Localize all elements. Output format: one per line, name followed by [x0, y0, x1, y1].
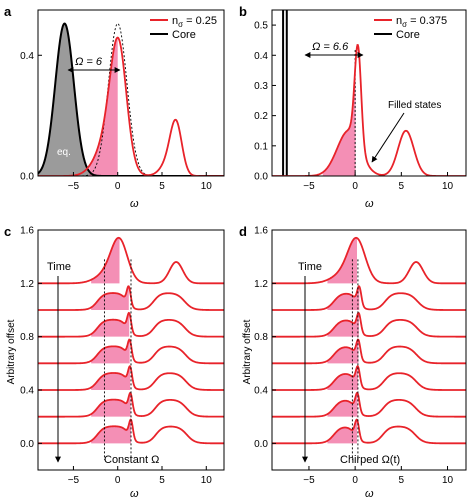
- panel-c-frame: [37, 229, 225, 471]
- panel-b-frame: [271, 9, 467, 177]
- offset-series-line: [272, 285, 466, 311]
- x-tick-label: 10: [442, 181, 454, 192]
- offset-series-line: [272, 418, 466, 445]
- offset-series-line: [272, 391, 466, 418]
- legend-a-core-label: Core: [172, 29, 196, 41]
- filled-states-area: [91, 366, 131, 390]
- panel-a-frame: [37, 9, 225, 177]
- x-tick-label: 10: [442, 475, 454, 486]
- y-tick-label: 1.6: [20, 226, 34, 237]
- y-tick-label: 0.4: [254, 51, 268, 62]
- y-tick-label: 0.0: [254, 439, 268, 450]
- y-tick-label: 0.0: [20, 439, 34, 450]
- panel-d-frame: [271, 229, 467, 471]
- x-tick-label: 0: [115, 181, 121, 192]
- x-tick-label: −5: [303, 181, 315, 192]
- offset-series-line: [272, 236, 466, 285]
- y-tick-label: 0.4: [254, 386, 268, 397]
- legend-b-core-label: Core: [396, 29, 420, 41]
- y-tick-label: 1.6: [254, 226, 268, 237]
- offset-series-line: [38, 365, 224, 391]
- panel-b: −5 0 5 10 0.0 0.1 0.2 0.3 0.4 0.5 nσ = 0.375 Core…: [254, 9, 467, 210]
- filled-states-label: Filled states: [388, 100, 441, 111]
- filled-states-area: [91, 419, 131, 444]
- x-tick-label: 10: [201, 475, 213, 486]
- y-tick-label: 0.0: [20, 172, 34, 183]
- panel-a: −5 0 5 10 0.0 0.4 nσ = 0.25 Core Ω = 6 eq. ω: [20, 9, 225, 210]
- time-c-label: Time: [47, 261, 71, 273]
- x-tick-label: −5: [68, 475, 80, 486]
- y-tick-label: 0.1: [254, 141, 268, 152]
- x-tick-label: 5: [159, 475, 165, 486]
- filled-states-pointer: [371, 112, 405, 163]
- panel-c: −5 0 5 10 0.0 0.4 0.8 1.2 1.6 Arbitrary offset T…: [6, 226, 225, 500]
- y-tick-label: 1.2: [254, 279, 268, 290]
- legend-b-series-label: nσ = 0.375: [396, 15, 447, 29]
- x-tick-label: 10: [201, 181, 213, 192]
- y-tick-label: 0.4: [20, 51, 34, 62]
- y-tick-label: 1.2: [20, 279, 34, 290]
- axis-d-ylabel: Arbitrary offset: [242, 319, 253, 384]
- filled-states-area: [327, 392, 358, 417]
- omega-b-label: Ω = 6.6: [312, 41, 349, 53]
- y-tick-label: 0.3: [254, 81, 268, 92]
- x-tick-label: −5: [303, 475, 315, 486]
- x-tick-label: 0: [352, 475, 358, 486]
- core-fill: [38, 23, 100, 176]
- y-tick-label: 0.4: [20, 386, 34, 397]
- x-tick-label: 0: [115, 475, 121, 486]
- offset-series-line: [272, 338, 466, 365]
- x-tick-label: 0: [352, 181, 358, 192]
- x-tick-label: −5: [68, 181, 80, 192]
- offset-series-line: [38, 285, 224, 311]
- y-tick-label: 0.8: [20, 332, 34, 343]
- y-tick-label: 0.8: [254, 332, 268, 343]
- core-line: [38, 22, 224, 176]
- bottom-c-label: Constant Ω: [104, 454, 159, 466]
- x-tick-label: 5: [399, 181, 405, 192]
- x-tick-label: 5: [159, 181, 165, 192]
- offset-series-line: [272, 311, 466, 338]
- filled-states-area: [322, 62, 356, 176]
- filled-states-area: [327, 339, 359, 364]
- panel-d-letter: d: [239, 224, 247, 239]
- time-d-label: Time: [298, 261, 322, 273]
- offset-series-line: [272, 365, 466, 391]
- panel-d: −5 0 5 10 0.0 0.4 0.8 1.2 1.6 Arbitrary offset T…: [242, 226, 467, 500]
- omega-a-label: Ω = 6: [75, 56, 103, 68]
- y-tick-label: 0.0: [254, 172, 268, 183]
- filled-states-area: [91, 339, 130, 364]
- panel-b-letter: b: [239, 4, 247, 19]
- axis-a-xlabel: ω: [130, 198, 139, 210]
- filled-states-area: [91, 392, 131, 417]
- filled-states-area: [327, 419, 357, 444]
- axis-d-xlabel: ω: [365, 488, 374, 500]
- axis-b-xlabel: ω: [365, 198, 374, 210]
- y-tick-label: 0.5: [254, 21, 268, 32]
- filled-states-area: [327, 366, 358, 390]
- axis-c-xlabel: ω: [130, 488, 139, 500]
- bottom-d-label: Chirped Ω(t): [340, 454, 400, 466]
- filled-states-area: [327, 286, 360, 310]
- panel-c-letter: c: [4, 224, 11, 239]
- legend-a-series-label: nσ = 0.25: [172, 15, 217, 29]
- panel-a-letter: a: [4, 4, 12, 19]
- filled-states-area: [327, 312, 359, 337]
- eq-label: eq.: [57, 147, 71, 158]
- filled-states-area: [91, 286, 129, 310]
- y-tick-label: 0.2: [254, 111, 268, 122]
- axis-c-ylabel: Arbitrary offset: [6, 319, 17, 384]
- x-tick-label: 5: [399, 475, 405, 486]
- offset-series-line: [38, 391, 224, 418]
- filled-states-area: [91, 312, 130, 337]
